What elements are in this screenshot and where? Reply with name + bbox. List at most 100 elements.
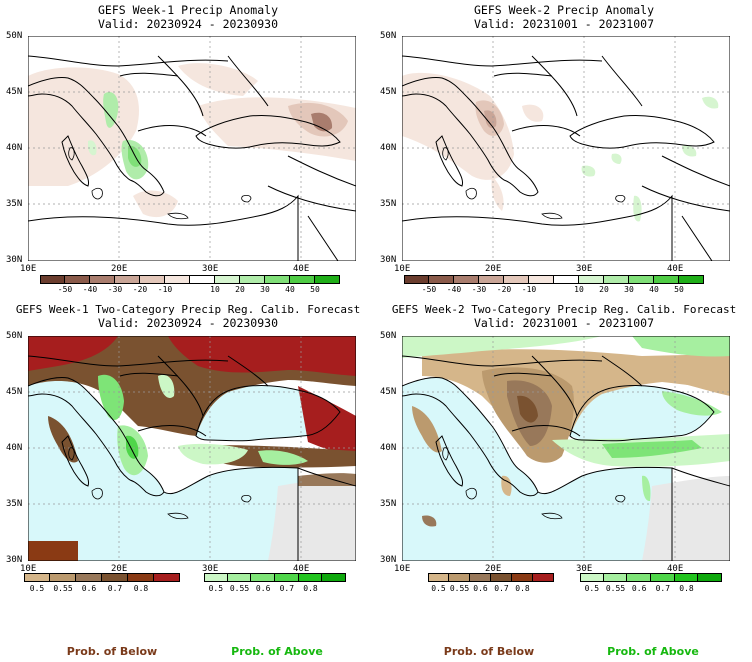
panel-valid-dates: Valid: 20231001 - 20231007: [473, 17, 654, 31]
colorbar-tick-label: 40: [285, 285, 295, 294]
colorbar-tick-label: 0.6: [81, 584, 97, 593]
lat-label: 35N: [6, 199, 23, 209]
colorbar-tick-label: 0.55: [229, 584, 250, 593]
panel-title: GEFS Week-1 Precip Anomaly: [97, 3, 278, 17]
lat-label: 45N: [6, 387, 23, 397]
lat-label: 40N: [380, 443, 397, 453]
colorbar-swatch: [654, 275, 679, 284]
lat-label: 40N: [6, 143, 23, 153]
lat-label: 50N: [380, 31, 397, 41]
islands: [68, 447, 252, 520]
lat-label: 30N: [380, 255, 397, 265]
colorbar-tick-label: 0.5: [29, 584, 45, 593]
colorbar-swatch: [265, 275, 290, 284]
colorbar-tick-label: 0.5: [431, 584, 446, 593]
above-colorbar: [580, 573, 722, 582]
colorbar-tick-label: 10: [210, 285, 220, 294]
lat-label: 35N: [6, 499, 23, 509]
colorbar-swatch: [603, 573, 628, 582]
colorbar-tick-label: 0.5: [208, 584, 224, 593]
lon-label: 10E: [20, 264, 37, 274]
colorbar-tick-label: 0.7: [655, 584, 671, 593]
colorbar-swatch: [554, 275, 579, 284]
colorbar-swatch: [40, 275, 65, 284]
colorbar-swatch: [529, 275, 554, 284]
panel-week1-probability: GEFS Week-1 Two-Category Precip Reg. Cal…: [0, 300, 376, 662]
colorbar-tick-label: 20: [599, 285, 609, 294]
colorbar-swatch: [604, 275, 629, 284]
above-shading: [98, 374, 308, 476]
colorbar-swatch: [65, 275, 90, 284]
colorbar-tick-label: 0.6: [631, 584, 647, 593]
colorbar-swatch: [215, 275, 240, 284]
lat-label: 45N: [380, 387, 397, 397]
colorbar-swatch: [479, 275, 504, 284]
colorbar-tick-label: 0.8: [515, 584, 530, 593]
lon-label: 10E: [394, 264, 411, 274]
prob-below-label: Prob. of Below: [443, 645, 535, 658]
colorbar-tick-label: 20: [235, 285, 245, 294]
anomaly-colorbar: [40, 275, 340, 284]
colorbar-swatch: [76, 573, 102, 582]
colorbar-swatch: [504, 275, 529, 284]
colorbar-swatch: [429, 275, 454, 284]
colorbar-tick-label: -30: [107, 285, 123, 294]
colorbar-tick-label: 0.55: [605, 584, 626, 593]
colorbar-swatch: [227, 573, 252, 582]
colorbar-swatch: [298, 573, 323, 582]
lon-label: 30E: [576, 264, 593, 274]
colorbar-tick-label: 0.6: [473, 584, 488, 593]
lat-label: 30N: [6, 255, 23, 265]
colorbar-swatch: [102, 573, 128, 582]
colorbar-tick-label: 0.6: [255, 584, 271, 593]
prob-above-label: Prob. of Above: [607, 645, 699, 658]
colorbar-tick-label: -10: [521, 285, 537, 294]
sea-area: [28, 377, 298, 561]
colorbar-tick-label: 50: [310, 285, 320, 294]
colorbar-tick-label: 0.7: [279, 584, 295, 593]
lon-label: 40E: [293, 564, 310, 574]
colorbar-tick-label: -40: [446, 285, 462, 294]
colorbar-swatch: [698, 573, 722, 582]
panel-valid-dates: Valid: 20230924 - 20230930: [97, 316, 278, 330]
colorbar-tick-label: 50: [674, 285, 684, 294]
colorbar-tick-label: -20: [496, 285, 512, 294]
lon-label: 40E: [667, 564, 684, 574]
panel-title: GEFS Week-2 Two-Category Precip Reg. Cal…: [391, 303, 737, 316]
colorbar-swatch: [629, 275, 654, 284]
colorbar-tick-label: 0.8: [133, 584, 149, 593]
lon-label: 30E: [202, 264, 219, 274]
colorbar-swatch: [404, 275, 429, 284]
panel-valid-dates: Valid: 20230924 - 20230930: [97, 17, 278, 31]
colorbar-tick-label: 0.7: [494, 584, 509, 593]
no-data-area: [268, 476, 356, 561]
lat-label: 35N: [380, 499, 397, 509]
colorbar-tick-label: -50: [421, 285, 437, 294]
lon-label: 30E: [202, 564, 219, 574]
panel-week2-probability: GEFS Week-2 Two-Category Precip Reg. Cal…: [376, 300, 752, 662]
colorbar-tick-label: -40: [82, 285, 98, 294]
colorbar-tick-label: 0.5: [584, 584, 600, 593]
colorbar-tick-label: 0.8: [303, 584, 318, 593]
colorbar-swatch: [579, 275, 604, 284]
lat-label: 45N: [380, 87, 397, 97]
below-shading: [412, 349, 730, 527]
colorbar-tick-label: 30: [624, 285, 634, 294]
prob-below-label: Prob. of Below: [66, 645, 158, 658]
anomaly-map: [28, 36, 356, 261]
islands: [68, 147, 252, 220]
above-shading: [402, 336, 730, 502]
coastlines: [28, 355, 356, 561]
colorbar-swatch: [428, 573, 449, 582]
coastlines: [402, 355, 730, 561]
lat-label: 40N: [380, 143, 397, 153]
colorbar-swatch: [449, 573, 470, 582]
colorbar-tick-label: 40: [649, 285, 659, 294]
above-colorbar: [204, 573, 346, 582]
colorbar-swatch: [315, 275, 340, 284]
colorbar-swatch: [650, 573, 675, 582]
lat-label: 50N: [380, 331, 397, 341]
lat-label: 40N: [6, 443, 23, 453]
colorbar-swatch: [128, 573, 154, 582]
lon-label: 20E: [485, 264, 502, 274]
